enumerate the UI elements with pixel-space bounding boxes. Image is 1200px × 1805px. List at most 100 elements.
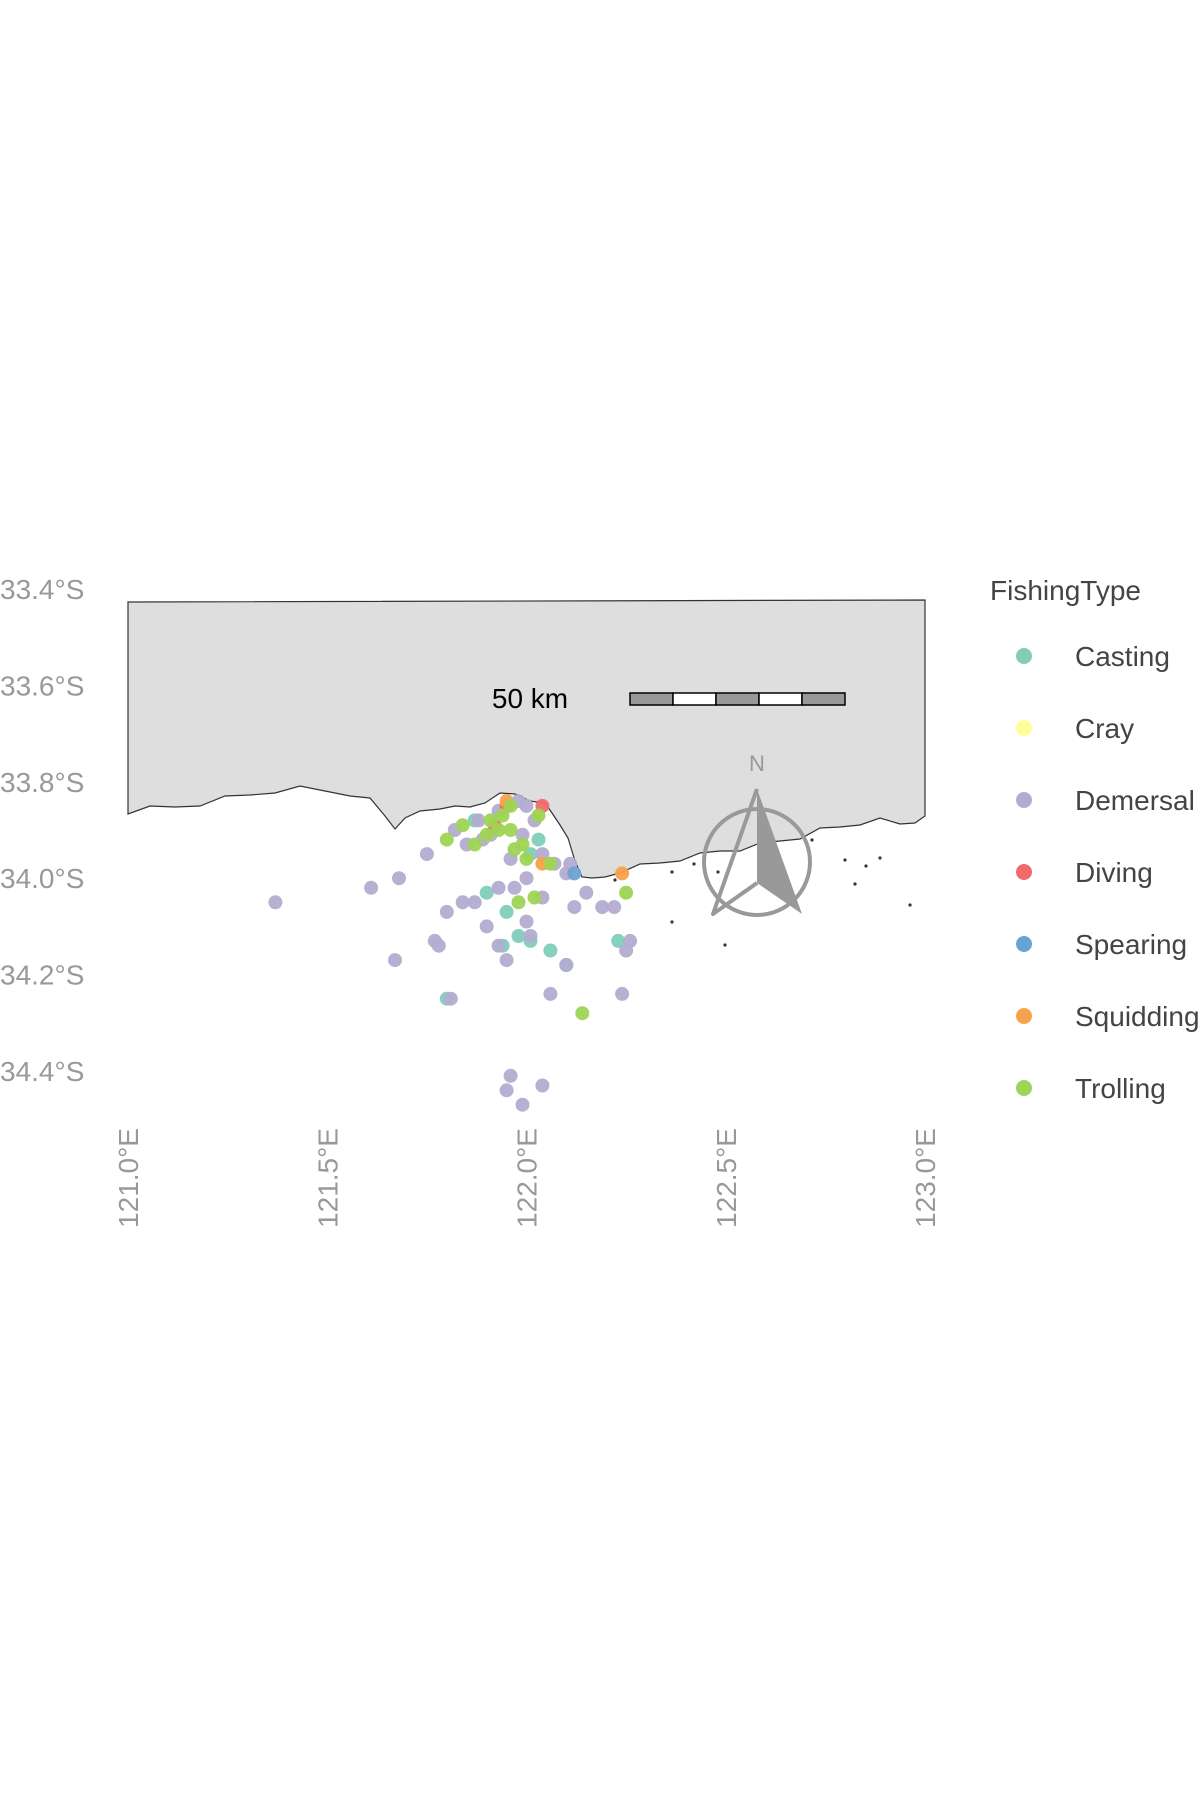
legend-key-casting <box>1016 648 1032 664</box>
north-arrow-icon: N <box>702 751 812 917</box>
y-tick-label: 34.4°S <box>0 1056 84 1087</box>
point-trolling <box>439 832 454 847</box>
north-arrow-fill <box>757 789 802 914</box>
point-trolling <box>575 1006 590 1021</box>
y-tick-label: 33.8°S <box>0 767 84 798</box>
point-trolling <box>527 890 542 905</box>
point-demersal <box>388 953 402 968</box>
legend-key-spearing <box>1016 936 1032 952</box>
point-demersal <box>607 900 622 915</box>
point-demersal <box>595 900 610 915</box>
legend-key-demersal <box>1016 792 1032 808</box>
point-squidding <box>615 866 630 881</box>
axis-labels: 33.4°S 33.6°S 33.8°S 34.0°S 34.2°S 34.4°S 121.… <box>0 574 941 1228</box>
legend-label-casting: Casting <box>1075 641 1170 672</box>
y-tick-label: 34.0°S <box>0 863 84 894</box>
point-trolling <box>619 885 634 900</box>
point-demersal <box>579 885 594 900</box>
y-tick-label: 33.4°S <box>0 574 84 605</box>
land-polygon <box>127 599 926 879</box>
island-speck <box>723 943 727 947</box>
scale-bar-segment <box>715 692 760 706</box>
scale-bar: 50 km <box>492 683 846 714</box>
fishing-points <box>268 794 638 1112</box>
scale-bar-segment <box>672 692 717 706</box>
legend-key-squidding <box>1016 1008 1032 1024</box>
point-demersal <box>519 871 534 886</box>
point-trolling <box>503 798 518 813</box>
island-speck <box>670 920 674 924</box>
island-speck <box>716 870 720 874</box>
point-demersal <box>507 880 522 895</box>
point-trolling <box>531 808 546 823</box>
x-tick-label: 121.5°E <box>312 1128 343 1228</box>
scale-bar-segment <box>629 692 674 706</box>
point-demersal <box>499 953 514 968</box>
point-demersal <box>479 919 494 934</box>
point-demersal <box>623 933 638 948</box>
legend-label-diving: Diving <box>1075 857 1153 888</box>
point-casting <box>543 943 558 958</box>
point-demersal <box>268 895 283 910</box>
legend-key-cray <box>1016 720 1032 736</box>
legend-label-demersal: Demersal <box>1075 785 1195 816</box>
point-trolling <box>507 842 522 857</box>
island-speck <box>613 878 617 882</box>
point-demersal <box>559 958 574 972</box>
point-demersal <box>519 914 534 929</box>
point-demersal <box>535 1078 550 1093</box>
point-demersal <box>567 900 582 915</box>
legend-label-cray: Cray <box>1075 713 1134 744</box>
point-demersal <box>543 986 558 1001</box>
point-spearing <box>567 866 582 881</box>
point-casting <box>511 929 526 943</box>
point-demersal <box>455 895 470 910</box>
point-casting <box>531 832 546 847</box>
x-tick-label: 122.0°E <box>512 1128 543 1228</box>
point-trolling <box>483 813 498 828</box>
point-demersal <box>519 798 534 813</box>
point-demersal <box>515 827 530 842</box>
point-trolling <box>511 895 526 910</box>
legend-label-squidding: Squidding <box>1075 1001 1200 1032</box>
point-demersal <box>427 933 442 948</box>
scale-bar-label: 50 km <box>492 683 568 714</box>
point-demersal <box>615 986 630 1001</box>
island-speck <box>810 838 814 842</box>
point-demersal <box>499 1083 514 1098</box>
island-speck <box>843 858 847 862</box>
land-mass <box>127 599 926 947</box>
point-demersal <box>392 871 406 886</box>
y-tick-label: 34.2°S <box>0 960 84 991</box>
point-casting <box>479 885 494 900</box>
island-speck <box>864 864 868 868</box>
point-trolling <box>495 808 510 823</box>
point-demersal <box>535 847 550 862</box>
point-demersal <box>491 880 506 895</box>
point-demersal <box>503 1068 518 1083</box>
point-casting <box>499 904 514 919</box>
legend-key-trolling <box>1016 1080 1032 1096</box>
legend-label-spearing: Spearing <box>1075 929 1187 960</box>
point-demersal <box>364 880 379 895</box>
island-speck <box>908 903 912 907</box>
point-trolling <box>467 837 482 852</box>
point-trolling <box>503 823 518 837</box>
scale-bar-segment <box>758 692 803 706</box>
point-trolling <box>455 818 470 833</box>
point-demersal <box>443 991 458 1006</box>
point-casting <box>611 933 626 948</box>
legend: FishingType Casting Cray Demersal Diving Spe… <box>990 575 1200 1104</box>
point-demersal <box>471 813 486 828</box>
point-demersal <box>515 1097 530 1112</box>
point-demersal <box>419 847 434 862</box>
point-demersal <box>523 929 538 943</box>
point-trolling <box>491 823 506 837</box>
legend-key-diving <box>1016 864 1032 880</box>
y-tick-label: 33.6°S <box>0 670 84 701</box>
point-demersal <box>491 938 506 953</box>
x-tick-label: 122.5°E <box>711 1128 742 1228</box>
island-speck <box>878 856 882 860</box>
